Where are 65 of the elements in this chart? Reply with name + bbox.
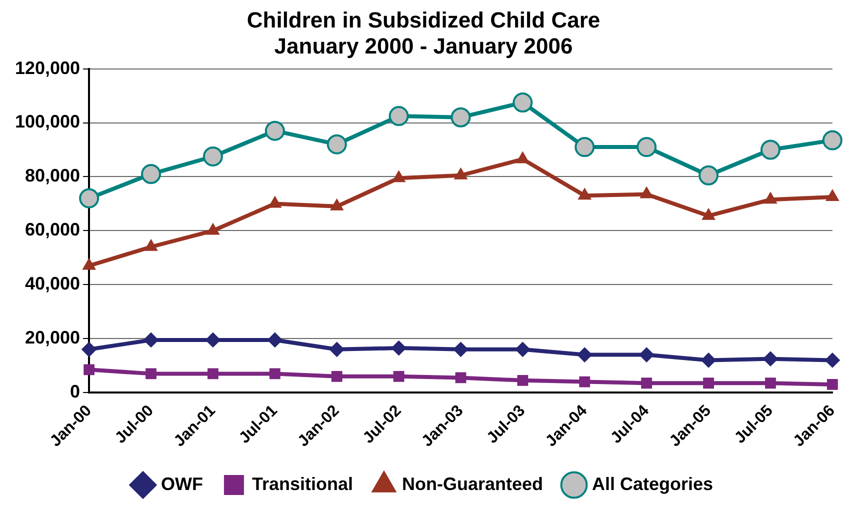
point bbox=[326, 134, 347, 154]
point bbox=[516, 152, 530, 164]
point bbox=[762, 351, 778, 366]
legend-label: OWF bbox=[160, 474, 203, 494]
point bbox=[205, 332, 220, 348]
point bbox=[703, 378, 714, 389]
point bbox=[512, 92, 533, 113]
point bbox=[701, 352, 716, 368]
y-tick-label: 80,000 bbox=[25, 166, 80, 186]
y-tick-label: 100,000 bbox=[14, 112, 80, 132]
legend-label: All Categories bbox=[592, 474, 714, 494]
point bbox=[269, 368, 280, 380]
point bbox=[268, 196, 282, 208]
point bbox=[636, 137, 657, 158]
point bbox=[146, 368, 156, 380]
point bbox=[202, 146, 223, 166]
point bbox=[450, 107, 471, 128]
point bbox=[764, 192, 778, 204]
chart-title: Children in Subsidized Child Care bbox=[246, 7, 600, 32]
point bbox=[267, 332, 282, 348]
point bbox=[141, 164, 162, 184]
legend-label: Non-Guaranteed bbox=[402, 474, 543, 494]
point bbox=[393, 370, 404, 382]
point bbox=[391, 340, 406, 356]
point bbox=[760, 140, 780, 160]
point bbox=[578, 188, 592, 200]
point bbox=[517, 374, 528, 386]
point bbox=[824, 352, 840, 368]
point bbox=[454, 168, 468, 180]
point bbox=[822, 130, 842, 150]
point bbox=[577, 347, 592, 362]
point bbox=[329, 342, 344, 357]
point bbox=[641, 378, 652, 389]
point bbox=[698, 165, 719, 186]
point bbox=[453, 342, 468, 357]
point bbox=[579, 376, 590, 388]
point bbox=[455, 372, 466, 384]
point bbox=[206, 223, 220, 235]
y-tick-label: 120,000 bbox=[14, 58, 80, 78]
point bbox=[330, 198, 344, 210]
point bbox=[639, 347, 654, 362]
y-tick-label: 60,000 bbox=[25, 220, 80, 240]
point bbox=[388, 106, 409, 126]
y-tick-label: 20,000 bbox=[25, 328, 80, 348]
point bbox=[515, 342, 530, 357]
point bbox=[84, 364, 95, 376]
point bbox=[574, 137, 595, 158]
point bbox=[82, 258, 96, 270]
legend-label: Transitional bbox=[252, 474, 353, 494]
point bbox=[331, 370, 342, 382]
point bbox=[826, 379, 838, 390]
point bbox=[826, 189, 839, 201]
point bbox=[144, 332, 159, 348]
point bbox=[144, 239, 158, 251]
point bbox=[208, 368, 218, 380]
point bbox=[264, 120, 285, 141]
y-tick-label: 0 bbox=[70, 382, 80, 402]
point bbox=[702, 208, 716, 220]
chart-subtitle: January 2000 - January 2006 bbox=[274, 34, 573, 59]
y-tick-label: 40,000 bbox=[25, 274, 80, 294]
point bbox=[79, 188, 100, 208]
point bbox=[82, 342, 97, 357]
point bbox=[765, 378, 776, 389]
point bbox=[640, 186, 654, 198]
point bbox=[392, 170, 406, 182]
